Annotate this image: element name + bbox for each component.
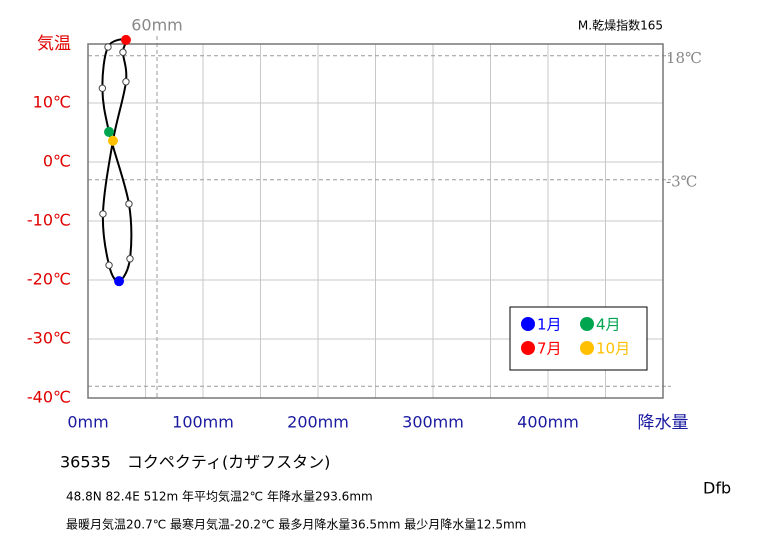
station-info: 48.8N 82.4E 512m 年平均気温2℃ 年降水量293.6mm xyxy=(66,489,373,504)
legend-marker xyxy=(580,341,594,355)
legend-marker xyxy=(580,317,594,331)
legend-box xyxy=(509,306,648,371)
reference-label: -3℃ xyxy=(666,173,697,191)
month-point xyxy=(120,34,131,45)
x-tick-label: 200mm xyxy=(287,413,349,432)
x-tick-label: 400mm xyxy=(517,413,579,432)
station-info: 最暖月気温20.7℃ 最寒月気温-20.2℃ 最多月降水量36.5mm 最少月降… xyxy=(66,517,526,532)
month-point xyxy=(119,48,127,56)
legend-marker xyxy=(521,341,535,355)
month-point xyxy=(104,126,115,137)
plot-frame xyxy=(87,43,664,399)
legend-label: 7月 xyxy=(537,340,562,358)
month-point xyxy=(114,276,125,287)
month-point xyxy=(126,255,134,263)
y-tick-label: -20℃ xyxy=(27,270,71,289)
month-point xyxy=(107,135,118,146)
month-point xyxy=(104,43,112,51)
month-point xyxy=(105,261,113,269)
y-tick-label: 10℃ xyxy=(33,93,71,112)
y-tick-label: -30℃ xyxy=(27,329,71,348)
month-point xyxy=(125,200,133,208)
y-tick-label: 0℃ xyxy=(43,152,71,171)
y-axis-label: 気温 xyxy=(37,34,71,54)
month-point xyxy=(98,84,107,92)
y-tick-label: -10℃ xyxy=(27,211,71,230)
aridity-index: M.乾燥指数165 xyxy=(578,18,663,33)
x-tick-label: 0mm xyxy=(67,413,108,432)
legend-label: 1月 xyxy=(537,316,562,334)
legend-label: 4月 xyxy=(596,316,621,334)
month-point xyxy=(99,210,107,218)
legend-marker xyxy=(521,317,535,331)
station-name: 36535 コクペクティ(カザフスタン) xyxy=(60,453,330,472)
y-tick-label: -40℃ xyxy=(27,388,71,407)
x-axis-label: 降水量 xyxy=(638,413,689,433)
x-tick-label: 100mm xyxy=(172,413,234,432)
reference-label: 18℃ xyxy=(666,49,702,67)
climate-class: Dfb xyxy=(703,479,731,498)
x-tick-label: 300mm xyxy=(402,413,464,432)
month-point xyxy=(122,78,130,86)
reference-label: 60mm xyxy=(131,16,183,35)
climate-loop xyxy=(101,38,133,283)
legend-label: 10月 xyxy=(596,340,630,358)
